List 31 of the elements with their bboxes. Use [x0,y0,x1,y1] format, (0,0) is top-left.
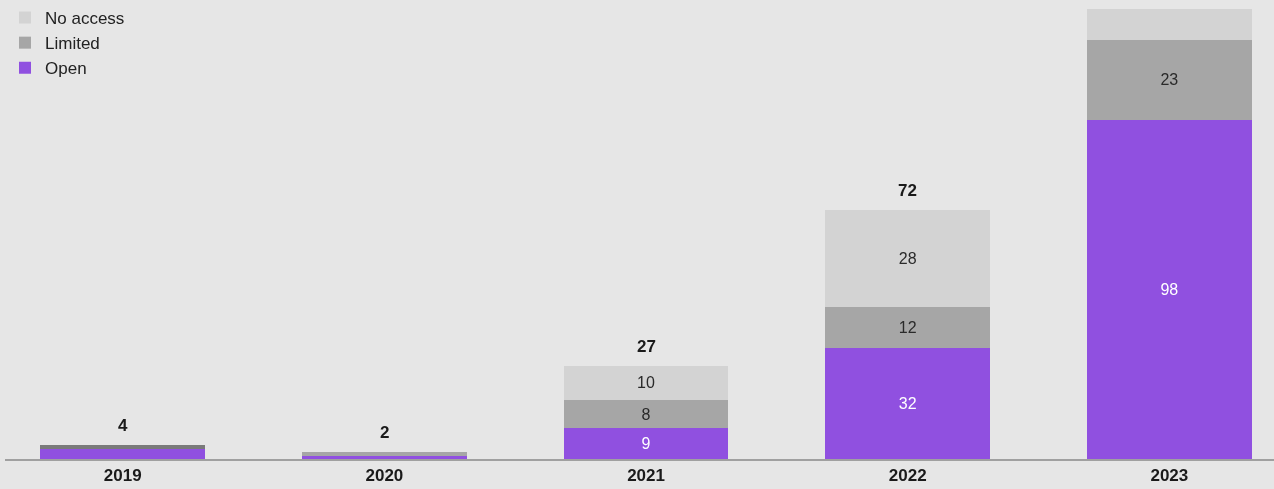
x-tick-label: 2021 [627,466,665,486]
bar [563,427,729,459]
bar [1086,119,1252,459]
data-label: 28 [898,249,917,267]
legend-label: Open [45,59,87,79]
bar [40,448,206,459]
x-tick-label: 2019 [103,466,142,486]
x-tick-label: 2020 [365,466,404,486]
bar [563,365,729,401]
data-label: 23 [1160,71,1179,89]
x-tick-label: 2023 [1150,466,1189,486]
x-tick-label: 2022 [888,466,927,486]
data-label: 12 [898,318,917,336]
bar [1086,40,1252,120]
data-label: 10 [637,374,655,392]
bar [1086,9,1252,41]
data-label: 32 [898,395,917,413]
total-label: 27 [637,337,656,356]
legend-label: Limited [45,34,100,54]
bar [825,209,991,307]
data-label: 9 [641,434,651,452]
total-label: 2 [380,423,390,442]
bar [40,445,206,449]
legend-label: No access [45,9,125,29]
bar [825,306,991,349]
bar [563,400,729,428]
bar [825,348,991,459]
data-label: 98 [1160,280,1179,298]
total-label: 72 [898,181,917,200]
data-label: 8 [641,405,651,423]
total-label: 4 [118,416,128,435]
